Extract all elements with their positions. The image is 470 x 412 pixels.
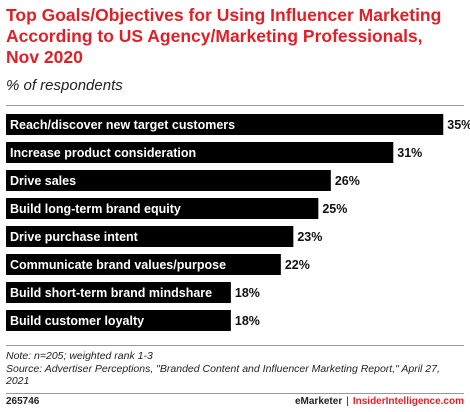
footer-brand: eMarketer | InsiderIntelligence.com <box>295 396 464 407</box>
category-label: Build customer loyalty <box>10 314 144 328</box>
category-label: Build long-term brand equity <box>10 202 181 216</box>
footer: 265746 eMarketer | InsiderIntelligence.com <box>6 396 464 410</box>
footer-divider <box>6 393 464 394</box>
category-label: Reach/discover new target customers <box>10 118 235 132</box>
value-label: 31% <box>397 146 422 160</box>
bar-chart: Reach/discover new target customers 35% In… <box>6 114 470 331</box>
category-label: Build short-term brand mindshare <box>10 286 212 300</box>
bar <box>6 282 231 303</box>
note-text: Note: n=205; weighted rank 1-3 <box>6 350 153 362</box>
value-label: 25% <box>322 202 347 216</box>
bar <box>6 170 331 191</box>
site-name: InsiderIntelligence.com <box>352 396 464 407</box>
bar <box>6 310 231 331</box>
category-label: Increase product consideration <box>10 146 196 160</box>
value-label: 26% <box>335 174 360 188</box>
chart-id: 265746 <box>6 396 40 407</box>
value-label: 18% <box>235 286 260 300</box>
chart-subtitle: % of respondents <box>6 77 123 94</box>
chart-title: Top Goals/Objectives for Using Influence… <box>6 5 442 67</box>
bar <box>6 114 444 135</box>
bar <box>6 198 319 219</box>
value-label: 35% <box>447 118 470 132</box>
category-label: Communicate brand values/purpose <box>10 258 226 272</box>
category-label: Drive sales <box>10 174 76 188</box>
footer-separator: | <box>346 396 349 407</box>
bar <box>6 254 281 275</box>
bar <box>6 142 394 163</box>
value-label: 22% <box>285 258 310 272</box>
bottom-divider <box>6 345 464 346</box>
brand-name: eMarketer <box>294 396 343 407</box>
top-divider <box>6 105 464 106</box>
category-label: Drive purchase intent <box>10 230 139 244</box>
source-text: Source: Advertiser Perceptions, "Branded… <box>6 362 440 388</box>
bar <box>6 226 294 247</box>
value-label: 23% <box>297 230 322 244</box>
chart-notes: Note: n=205; weighted rank 1-3 Source: A… <box>6 350 464 388</box>
value-label: 18% <box>235 314 260 328</box>
